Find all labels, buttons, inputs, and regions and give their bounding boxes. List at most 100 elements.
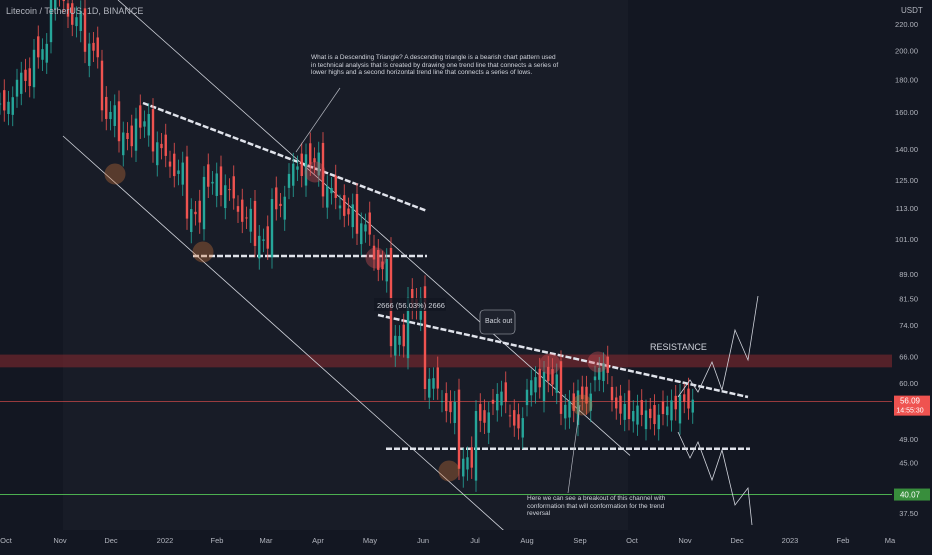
symbol-title[interactable]: Litecoin / TetherUS, 1D, BINANCE xyxy=(6,6,144,16)
candle-body xyxy=(156,142,159,166)
candle-body xyxy=(326,186,329,208)
candle-body xyxy=(589,393,592,411)
candle-body xyxy=(194,211,197,215)
touch-point-circle xyxy=(192,241,214,263)
touch-point-circle xyxy=(304,161,326,183)
candle-body xyxy=(185,156,189,219)
candle-body xyxy=(275,187,278,210)
candle-body xyxy=(232,176,235,199)
countdown-label: 14:55:30 xyxy=(896,408,923,415)
candle-body xyxy=(309,143,312,165)
candle-body xyxy=(304,154,308,186)
candle-body xyxy=(347,208,350,215)
candle-body xyxy=(530,380,533,396)
x-tick-label: Jun xyxy=(417,536,429,545)
candle-body xyxy=(88,43,91,66)
candle-body xyxy=(198,200,201,223)
candle-body xyxy=(687,388,690,409)
candle-body xyxy=(11,97,14,115)
x-tick-label: 2023 xyxy=(782,536,799,545)
y-tick-label: 37.50 xyxy=(899,509,918,518)
candle-body xyxy=(160,143,163,149)
resistance-zone xyxy=(0,354,892,368)
candle-body xyxy=(92,42,95,51)
annotation-arrow-top xyxy=(295,87,341,153)
x-tick-label: Oct xyxy=(626,536,639,545)
y-tick-label: 49.00 xyxy=(899,435,918,444)
candle-body xyxy=(551,369,554,385)
candle-body xyxy=(330,188,333,194)
candle-body xyxy=(555,374,558,393)
candle-body xyxy=(355,194,359,234)
candle-body xyxy=(670,400,673,421)
candle-body xyxy=(508,415,512,417)
candle-body xyxy=(228,189,231,191)
x-tick-label: Feb xyxy=(837,536,850,545)
candle-body xyxy=(474,411,478,481)
x-tick-label: Apr xyxy=(312,536,324,545)
candle-body xyxy=(62,0,65,2)
candle-body xyxy=(79,11,82,32)
candle-body xyxy=(389,247,393,347)
annotation-arrow-bottom xyxy=(567,404,581,494)
candle-body xyxy=(262,239,265,241)
candle-body xyxy=(632,411,635,422)
candle-body xyxy=(445,393,448,412)
x-tick-label: Oct xyxy=(0,536,13,545)
candle-body xyxy=(105,96,108,119)
candle-body xyxy=(491,399,495,404)
candle-body xyxy=(139,105,142,128)
candle-body xyxy=(593,376,597,381)
candle-body xyxy=(440,401,444,403)
candle-body xyxy=(449,401,452,413)
candle-body xyxy=(657,414,660,430)
candle-body xyxy=(606,356,609,373)
candle-body xyxy=(462,458,465,477)
candle-body xyxy=(610,387,614,401)
support-price-badge xyxy=(894,488,930,501)
candle-body xyxy=(147,113,150,136)
y-tick-label: 200.00 xyxy=(895,46,918,55)
y-tick-label: 113.00 xyxy=(896,204,918,213)
candle-body xyxy=(54,0,57,10)
candle-body xyxy=(109,111,112,120)
candle-body xyxy=(253,200,257,246)
candle-body xyxy=(151,108,155,152)
candle-body xyxy=(177,170,180,174)
candle-body xyxy=(0,103,2,105)
candle-body xyxy=(534,377,537,393)
candle-body xyxy=(470,447,473,468)
candle-body xyxy=(372,245,376,260)
y-tick-label: 160.00 xyxy=(895,108,918,117)
touch-point-circle xyxy=(438,460,460,482)
annotation-top-text: What is a Descending Triangle? A descend… xyxy=(311,54,559,76)
candle-body xyxy=(406,297,410,359)
candle-body xyxy=(423,286,427,390)
candle-body xyxy=(623,403,626,420)
candle-body xyxy=(317,152,320,176)
candle-body xyxy=(385,259,388,282)
x-tick-label: Dec xyxy=(730,536,744,545)
candle-body xyxy=(207,164,210,187)
candle-body xyxy=(219,166,223,196)
candle-body xyxy=(377,249,380,270)
x-tick-label: Sep xyxy=(573,536,586,545)
candle-body xyxy=(300,153,303,177)
touch-point-circle xyxy=(587,351,609,373)
candle-body xyxy=(338,205,342,209)
y-tick-label: 74.00 xyxy=(899,321,918,330)
candle-body xyxy=(215,173,218,196)
candle-body xyxy=(100,60,104,111)
current-price-label: 56.09 xyxy=(900,397,921,406)
x-tick-label: Feb xyxy=(211,536,224,545)
y-tick-label: 66.00 xyxy=(899,353,918,362)
touch-point-circle xyxy=(104,163,126,185)
candle-body xyxy=(466,457,469,470)
x-tick-label: Nov xyxy=(53,536,67,545)
candle-body xyxy=(202,176,206,230)
candle-body xyxy=(168,161,172,167)
y-tick-label: 125.00 xyxy=(895,176,918,185)
x-tick-label: Dec xyxy=(104,536,118,545)
